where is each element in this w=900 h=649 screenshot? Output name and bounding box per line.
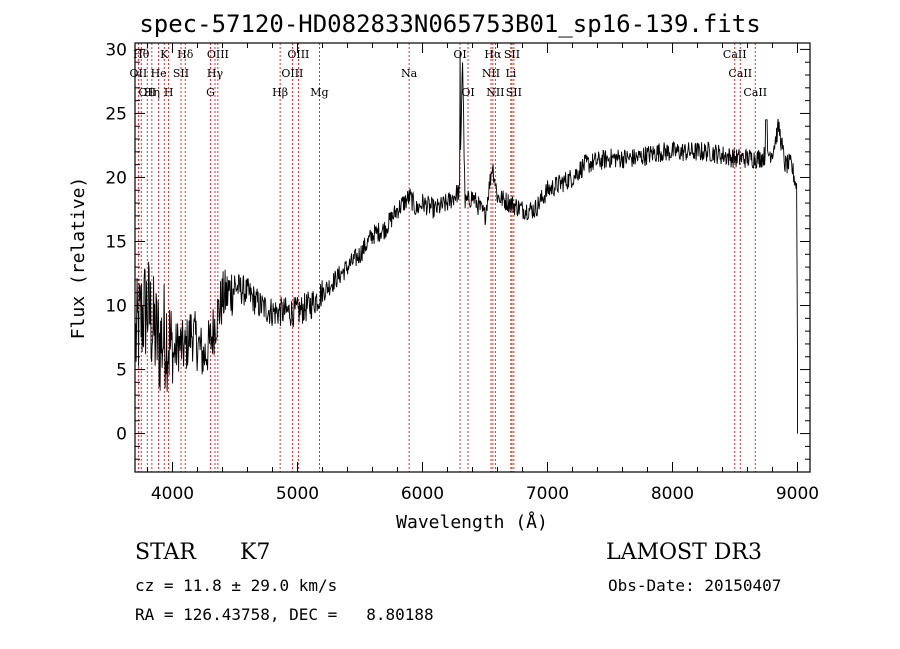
line-label: NII xyxy=(482,67,500,80)
y-tick-label: 15 xyxy=(105,232,127,252)
y-tick-label: 10 xyxy=(105,297,127,317)
line-label: Hα xyxy=(484,48,502,61)
line-label: Hθ xyxy=(133,48,150,61)
line-label: SII xyxy=(173,67,189,80)
line-label: Hη xyxy=(144,86,160,99)
line-label: K xyxy=(160,48,169,61)
object-class: STAR xyxy=(135,540,196,565)
line-label: SII xyxy=(506,86,522,99)
x-tick-label: 9000 xyxy=(776,484,819,504)
line-label: H xyxy=(164,86,174,99)
redshift-info: cz = 11.8 ± 29.0 km/s xyxy=(135,576,338,595)
survey-name: LAMOST DR3 xyxy=(606,540,762,565)
plot-frame xyxy=(134,42,811,473)
line-label: CaII xyxy=(743,86,767,99)
y-tick-label: 5 xyxy=(116,361,127,381)
x-tick-label: 8000 xyxy=(651,484,694,504)
line-label: Li xyxy=(505,67,516,80)
line-label: Mg xyxy=(310,86,328,99)
spectrum-line xyxy=(135,51,798,434)
line-label: Hβ xyxy=(272,86,288,99)
x-tick-label: 5000 xyxy=(276,484,319,504)
line-label: OIII xyxy=(207,48,229,61)
x-tick-label: 6000 xyxy=(401,484,444,504)
y-tick-label: 20 xyxy=(105,168,127,188)
x-tick-label: 7000 xyxy=(526,484,569,504)
line-label: G xyxy=(206,86,215,99)
line-label: OIII xyxy=(287,48,309,61)
line-label: OII xyxy=(138,86,156,99)
y-tick-label: 30 xyxy=(105,40,127,60)
line-label: OI xyxy=(453,48,466,61)
line-label: OIII xyxy=(281,67,303,80)
x-axis-label: Wavelength (Å) xyxy=(396,511,548,533)
y-axis-label: Flux (relative) xyxy=(68,177,89,340)
y-tick-label: 0 xyxy=(116,425,127,445)
x-tick-label: 4000 xyxy=(151,484,194,504)
coordinates: RA = 126.43758, DEC = 8.80188 xyxy=(135,605,434,624)
obs-date: Obs-Date: 20150407 xyxy=(608,576,782,595)
line-label: NII xyxy=(486,86,504,99)
line-label: Hδ xyxy=(177,48,194,61)
line-label: OII xyxy=(130,67,148,80)
object-subclass: K7 xyxy=(240,540,271,565)
line-label: CaII xyxy=(723,48,747,61)
line-label: Na xyxy=(401,67,418,80)
line-label: OI xyxy=(461,86,474,99)
line-label: He xyxy=(151,67,167,80)
line-label: SII xyxy=(504,48,520,61)
y-tick-label: 25 xyxy=(105,104,127,124)
line-label: Hγ xyxy=(207,67,224,80)
line-label: CaII xyxy=(728,67,752,80)
chart-title: spec-57120-HD082833N065753B01_sp16-139.f… xyxy=(139,10,761,38)
